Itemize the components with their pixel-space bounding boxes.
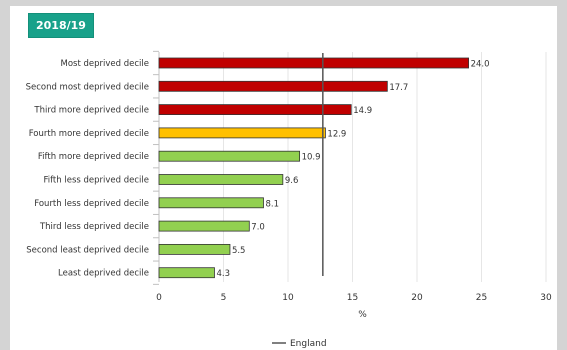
bar-value-label: 17.7 [389,83,408,93]
x-axis-label: % [358,310,367,320]
bar-chart: 0 5 10 15 20 25 30 Most deprived decile 24.0 Seco… [26,50,552,349]
x-tick-label: 15 [347,293,358,303]
category-label: Fifth less deprived decile [43,176,149,186]
category-label: Most deprived decile [61,59,149,69]
legend-label: England [290,339,327,349]
category-label: Fifth more deprived decile [38,152,149,162]
bar [158,243,231,255]
bar-value-label: 8.1 [265,199,279,209]
bar [158,57,470,69]
bar-value-label: 9.6 [285,176,299,186]
category-label: Second most deprived decile [26,82,149,92]
category-label: Fourth more deprived decile [29,129,149,139]
bar [158,197,264,209]
period-badge: 2018/19 [28,13,94,38]
bar [158,174,284,185]
bar-value-label: 24.0 [471,60,490,70]
category-label: Third more deprived decile [33,106,149,116]
category-label: Least deprived decile [58,269,149,279]
bar-value-label: 14.9 [353,106,372,116]
x-tick-label: 10 [282,293,294,303]
bar [158,267,215,279]
x-tick-label: 5 [221,293,227,303]
bar [158,127,326,139]
bar [158,150,301,162]
x-tick-label: 0 [156,293,162,303]
chart-card: 2018/19 0 5 10 15 20 25 30 Most deprived decile… [10,6,557,350]
x-tick-label: 30 [540,293,552,303]
bar [158,220,250,232]
x-tick-label: 25 [476,293,487,303]
category-label: Fourth less deprived decile [34,199,149,209]
bar-value-label: 12.9 [327,129,346,139]
x-tick-label: 20 [411,293,423,303]
bar-value-label: 4.3 [216,269,230,279]
bar [158,80,388,92]
bar [158,104,352,115]
bar-value-label: 5.5 [232,246,246,256]
category-label: Third less deprived decile [39,222,149,232]
bar-value-label: 7.0 [251,223,265,233]
bar-value-label: 10.9 [302,153,321,163]
category-label: Second least deprived decile [26,245,149,255]
